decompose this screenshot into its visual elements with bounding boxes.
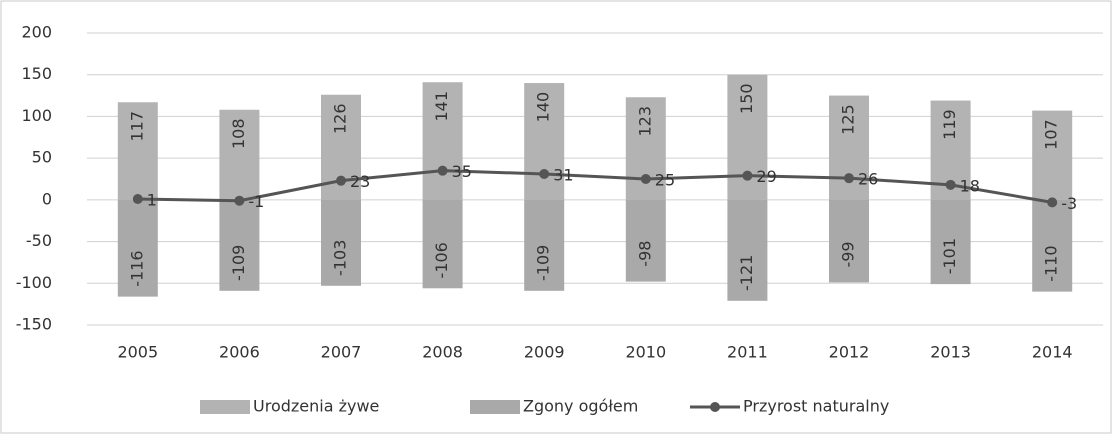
x-tick-label: 2010: [625, 343, 666, 362]
y-tick-label: -50: [26, 231, 52, 250]
bar: [1032, 199, 1073, 292]
y-tick-label: 200: [21, 23, 52, 42]
bar: [422, 199, 463, 289]
legend-swatch: [470, 400, 520, 414]
data-label: -101: [940, 238, 959, 274]
data-label: 31: [553, 165, 573, 184]
data-label: 23: [350, 172, 370, 191]
data-label: -3: [1061, 194, 1077, 213]
data-label: 125: [839, 104, 858, 135]
data-label: 29: [756, 167, 776, 186]
data-label: 26: [858, 170, 878, 189]
y-tick-label: 50: [32, 148, 52, 167]
marker: [742, 170, 753, 181]
legend-swatch: [200, 400, 250, 414]
bar: [1032, 110, 1073, 200]
x-tick-label: 2007: [321, 343, 362, 362]
marker: [336, 175, 346, 186]
bar: [219, 199, 260, 291]
legend-label: Przyrost naturalny: [743, 397, 889, 416]
data-label: 119: [940, 109, 959, 140]
data-label: -99: [839, 241, 858, 267]
bar: [727, 199, 768, 301]
marker: [844, 173, 854, 184]
y-tick-label: -100: [16, 273, 52, 292]
x-tick-label: 2006: [219, 343, 260, 362]
bar: [321, 199, 361, 286]
x-tick-label: 2013: [930, 343, 971, 362]
data-label: -121: [737, 255, 756, 291]
legend-marker: [710, 402, 720, 412]
x-tick-label: 2011: [727, 343, 768, 362]
data-label: 35: [452, 162, 472, 181]
marker: [640, 174, 651, 184]
data-label: -109: [229, 245, 248, 281]
x-tick-label: 2014: [1032, 343, 1073, 362]
marker: [539, 168, 550, 179]
bar: [625, 199, 666, 282]
x-tick-label: 2009: [524, 343, 565, 362]
data-label: 140: [534, 92, 553, 123]
data-label: 117: [127, 111, 146, 142]
data-label: -103: [331, 240, 350, 276]
data-label: -116: [127, 250, 146, 286]
line: [137, 169, 1053, 204]
marker: [234, 195, 245, 206]
marker: [132, 194, 143, 205]
legend-label: Urodzenia żywe: [253, 397, 379, 416]
x-tick-label: 2012: [829, 343, 870, 362]
marker: [945, 179, 956, 190]
bar: [117, 199, 158, 297]
data-label: 150: [737, 83, 756, 114]
bar: [829, 199, 869, 283]
data-label: 107: [1042, 119, 1061, 150]
x-tick-label: 2005: [117, 343, 158, 362]
bar: [930, 199, 971, 285]
data-label: -106: [432, 242, 451, 278]
data-label: 126: [331, 103, 350, 134]
y-tick-label: 100: [21, 106, 52, 125]
marker: [1047, 197, 1058, 208]
data-label: 108: [229, 118, 248, 149]
legend-label: Zgony ogółem: [523, 397, 638, 416]
data-label: 123: [635, 106, 654, 137]
data-label: -110: [1042, 245, 1061, 281]
bar: [524, 199, 565, 291]
data-label: -1: [248, 192, 264, 211]
bar: [117, 102, 158, 200]
bar: [219, 109, 260, 200]
bar: [422, 82, 463, 200]
data-label: -109: [534, 245, 553, 281]
data-label: 1: [147, 191, 157, 210]
x-tick-label: 2008: [422, 343, 463, 362]
y-tick-label: 0: [42, 189, 52, 208]
data-label: 141: [432, 91, 451, 122]
data-label: 18: [960, 176, 980, 195]
data-label: -98: [635, 241, 654, 267]
bar: [524, 83, 565, 200]
y-tick-label: 150: [21, 64, 52, 83]
marker: [437, 165, 448, 176]
data-label: 25: [655, 171, 675, 190]
y-tick-label: -150: [16, 315, 52, 334]
